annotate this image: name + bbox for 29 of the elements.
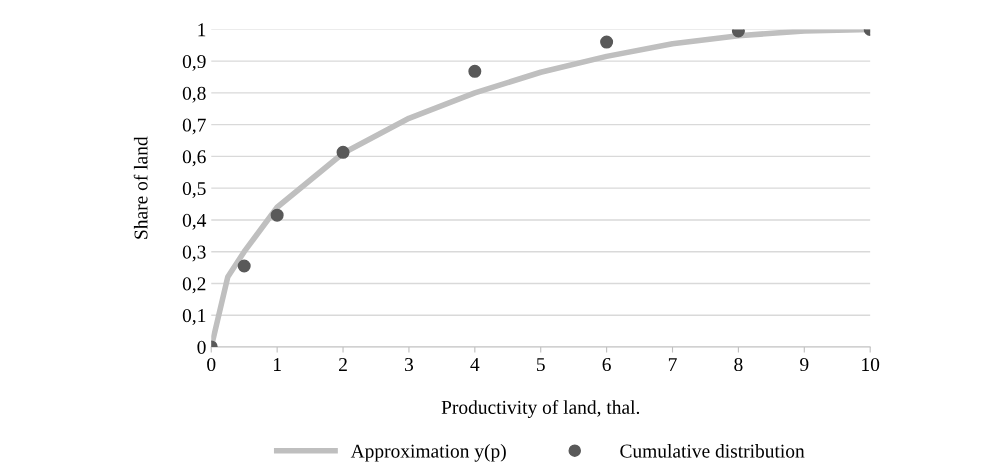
point (468, 64, 482, 78)
legend-label: Cumulative distribution (620, 443, 805, 458)
x-tick-label: 6 (602, 358, 611, 372)
y-tick-label: 1 (198, 23, 206, 37)
y-tick-label: 0 (197, 340, 206, 354)
y-axis-title: Share of land (133, 136, 148, 239)
y-tick-label: 0,5 (182, 181, 206, 198)
x-tick-label: 1 (274, 358, 281, 371)
x-tick-label: 3 (405, 358, 414, 372)
x-tick-label: 7 (668, 358, 677, 371)
y-tick-label: 0,2 (182, 277, 206, 294)
x-tick-label: 2 (339, 358, 347, 371)
y-tick-label: 0,4 (182, 213, 207, 230)
y-tick-label: 0,1 (182, 309, 206, 325)
y-tick-label: 0,8 (182, 86, 206, 103)
y-tick-label: 0,9 (182, 54, 206, 71)
x-tick-label: 10 (862, 357, 880, 372)
x-tick-label: 9 (800, 358, 809, 372)
point (336, 145, 350, 159)
y-tick-label: 0,7 (182, 118, 206, 135)
y-tick-label: 0,6 (182, 150, 206, 167)
point (237, 259, 251, 273)
y-tick-label: 0,3 (182, 245, 206, 262)
legend-label: Approximation y(p) (350, 443, 506, 462)
x-tick-label: 5 (536, 358, 545, 372)
point (270, 208, 284, 222)
x-axis-title: Productivity of land, thal. (441, 400, 640, 418)
x-tick-label: 4 (470, 358, 480, 371)
x-tick-label: 8 (734, 357, 743, 372)
